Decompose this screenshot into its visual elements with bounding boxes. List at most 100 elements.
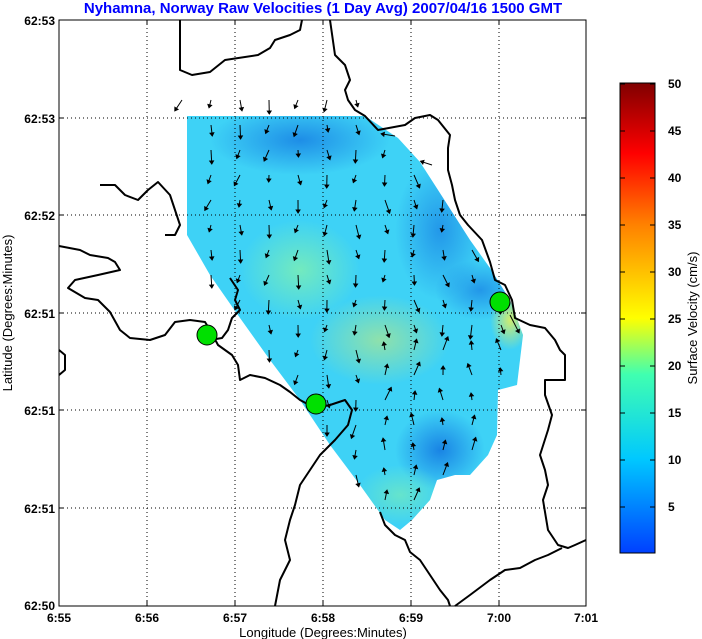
x-tick-label: 6:56 (135, 611, 159, 625)
velocity-arrow (439, 224, 446, 233)
velocity-arrow (292, 124, 299, 138)
velocity-arrow (413, 174, 421, 189)
velocity-arrow (411, 274, 418, 286)
x-tick-label: 6:57 (223, 611, 247, 625)
velocity-arrow (207, 224, 213, 233)
velocity-arrow (412, 324, 419, 334)
velocity-arrow (237, 249, 244, 264)
velocity-arrow (324, 299, 330, 313)
velocity-arrow (383, 363, 390, 376)
velocity-arrow (237, 124, 244, 140)
x-tick-label: 6:59 (399, 611, 423, 625)
velocity-arrow (381, 341, 387, 351)
colorbar-gradient (619, 82, 656, 554)
y-tick-label: 62:51 (24, 502, 55, 516)
y-tick-label: 62:53 (24, 112, 55, 126)
velocity-arrow (296, 299, 303, 310)
x-tick-labels: 6:55 6:56 6:57 6:58 6:59 7:00 7:01 (47, 611, 598, 625)
velocity-arrow (442, 336, 450, 351)
velocity-arrow (410, 442, 417, 451)
velocity-arrow (468, 340, 475, 351)
velocity-arrow (500, 324, 506, 335)
velocity-arrow (355, 249, 361, 260)
velocity-arrow (352, 399, 359, 412)
velocity-arrow (295, 199, 301, 214)
velocity-arrow (323, 324, 329, 333)
radar-site-marker (305, 393, 327, 415)
velocity-arrow (383, 489, 390, 501)
velocity-arrow (381, 174, 388, 187)
velocity-arrow (495, 338, 502, 351)
velocity-arrow (441, 299, 448, 309)
velocity-arrow (384, 224, 390, 235)
velocity-arrow (238, 224, 244, 236)
velocity-arrow (349, 424, 357, 440)
velocity-arrow (236, 199, 243, 208)
velocity-arrow (235, 149, 241, 160)
x-tick-label: 7:01 (574, 611, 598, 625)
velocity-arrow (325, 249, 332, 265)
velocity-arrow (325, 374, 332, 389)
colorbar-tick-label: 25 (668, 312, 682, 326)
colorbar-tick-label: 30 (668, 265, 682, 279)
velocity-arrow (384, 386, 393, 401)
velocity-arrow (266, 349, 273, 363)
velocity-arrow (413, 338, 419, 351)
velocity-arrow (266, 224, 273, 239)
velocity-arrow (380, 437, 387, 451)
velocity-arrow (265, 299, 272, 315)
velocity-arrow (354, 374, 361, 384)
velocity-arrow (267, 199, 274, 211)
velocity-arrow (293, 99, 299, 110)
velocity-arrow (352, 449, 358, 460)
velocity-arrow (262, 149, 270, 162)
velocity-arrow (470, 274, 476, 284)
velocity-arrow (209, 124, 215, 137)
velocity-arrow (207, 99, 213, 109)
velocity-arrow (355, 349, 361, 364)
velocity-arrow (352, 149, 359, 164)
colorbar-ticks (620, 83, 655, 508)
y-tick-label: 62:51 (24, 404, 55, 418)
velocity-arrow (293, 374, 299, 386)
velocity-arrow (470, 414, 477, 426)
velocity-arrow (355, 474, 361, 488)
colorbar-tick-label: 50 (668, 77, 682, 91)
velocity-arrow (471, 436, 478, 451)
colorbar-tick-label: 10 (668, 453, 682, 467)
velocity-arrow (326, 274, 332, 285)
velocity-arrow (297, 174, 303, 186)
velocity-arrow (264, 124, 270, 135)
velocity-arrow (381, 467, 388, 476)
radar-site-marker (196, 324, 218, 346)
velocity-arrow (295, 274, 302, 290)
velocity-arrow (413, 199, 419, 210)
velocity-arrow (233, 299, 241, 311)
velocity-arrow (325, 399, 332, 409)
velocity-arrow (238, 99, 245, 112)
y-tick-label: 62:52 (24, 209, 55, 223)
velocity-arrow (292, 249, 299, 262)
velocity-arrow (437, 387, 444, 401)
velocity-arrow (267, 324, 273, 335)
velocity-arrow (352, 274, 359, 288)
y-tick-label: 62:51 (24, 307, 55, 321)
velocity-arrow (294, 349, 300, 358)
colorbar-tick-label: 35 (668, 218, 682, 232)
velocity-arrow (440, 365, 446, 376)
velocity-arrow (468, 299, 474, 312)
velocity-arrow (266, 174, 272, 183)
velocity-arrow (409, 412, 415, 426)
velocity-arrow (380, 131, 396, 138)
velocity-arrow (264, 249, 270, 259)
colorbar-tick-label: 20 (668, 359, 682, 373)
velocity-arrow (381, 274, 387, 283)
velocity-arrow (411, 390, 418, 401)
velocity-arrow (295, 149, 302, 158)
velocity-arrow (497, 367, 504, 376)
velocity-arrow (352, 199, 358, 212)
coastline (58, 19, 587, 607)
velocity-arrow (441, 439, 448, 451)
velocity-arrow (295, 324, 301, 338)
velocity-arrow (413, 361, 421, 376)
